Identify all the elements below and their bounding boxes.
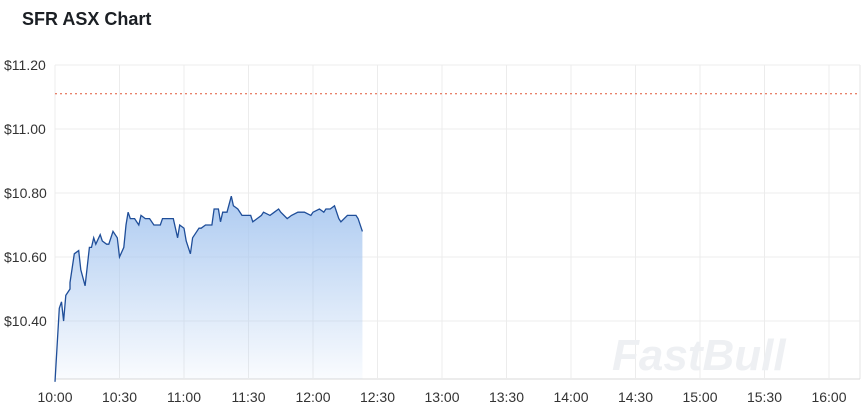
y-tick-label: $10.40 — [4, 313, 47, 329]
y-tick-label: $10.80 — [4, 185, 47, 201]
x-tick-label: 12:00 — [295, 389, 330, 405]
x-tick-label: 11:00 — [167, 389, 201, 405]
y-tick-label: $11.00 — [4, 121, 46, 137]
x-tick-label: 12:30 — [360, 389, 395, 405]
x-tick-label: 13:30 — [489, 389, 524, 405]
x-tick-label: 14:30 — [618, 389, 653, 405]
x-tick-label: 10:30 — [102, 389, 137, 405]
x-tick-label: 15:30 — [747, 389, 782, 405]
chart-title: SFR ASX Chart — [22, 9, 152, 29]
price-area-fill — [55, 196, 363, 382]
x-tick-label: 10:00 — [37, 389, 72, 405]
x-tick-label: 13:00 — [424, 389, 459, 405]
x-tick-label: 11:30 — [232, 389, 266, 405]
x-tick-label: 14:00 — [553, 389, 588, 405]
x-tick-label: 16:00 — [811, 389, 846, 405]
y-tick-label: $10.60 — [4, 249, 47, 265]
x-tick-label: 15:00 — [682, 389, 717, 405]
y-tick-label: $11.20 — [4, 57, 46, 73]
watermark-logo: FastBull — [612, 331, 786, 380]
